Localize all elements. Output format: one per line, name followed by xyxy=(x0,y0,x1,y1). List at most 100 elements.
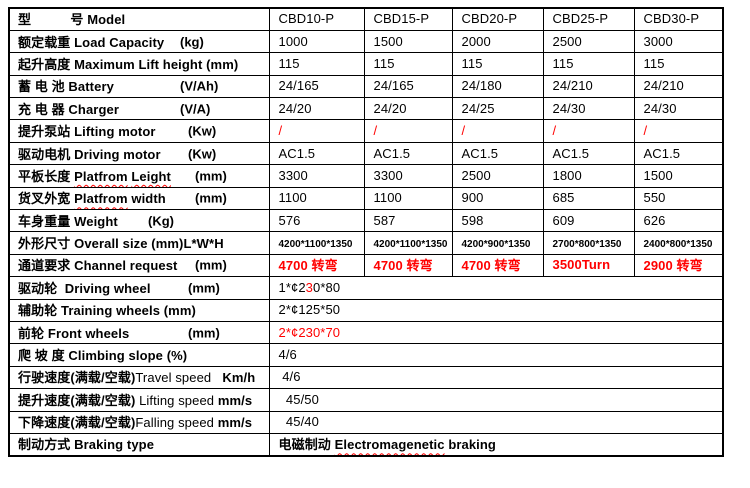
spec-value: 115 xyxy=(451,52,544,76)
row-label-driving-wheel: 驱动轮 Driving wheel (mm) xyxy=(8,276,270,300)
spec-row-lift-height: 起升高度 Maximum Lift height (mm) 115 115 115 11… xyxy=(8,52,724,76)
spec-row-lifting-speed: 提升速度(满载/空载) Lifting speed mm/s 45/50 xyxy=(8,388,724,412)
row-unit: (Kw) xyxy=(188,123,217,139)
text-part: 1500 xyxy=(373,33,403,49)
text-part: 车身重量 Weight xyxy=(18,213,118,229)
row-label-lifting-speed: 提升速度(满载/空载) Lifting speed mm/s xyxy=(8,388,270,412)
text-part: 576 xyxy=(278,212,301,228)
spec-value: 24/20 xyxy=(268,97,365,121)
spec-row-climbing-slope: 爬 坡 度 Climbing slope (%) 4/6 xyxy=(8,343,724,367)
spec-value: / xyxy=(363,119,453,143)
text-part: CBD25-P xyxy=(552,11,609,27)
row-label-front-wheels: 前轮 Front wheels (mm) xyxy=(8,320,270,345)
text-part: 2500 xyxy=(461,167,491,183)
spec-value: 1800 xyxy=(542,164,635,188)
row-unit: (Kw) xyxy=(188,146,217,162)
row-unit: (mm) xyxy=(188,325,220,341)
spec-value: CBD20-P xyxy=(451,7,544,31)
spec-value: 24/30 xyxy=(633,97,724,121)
text-part: Platfrom xyxy=(74,168,128,184)
spec-value: 2400*800*1350 xyxy=(633,231,724,255)
spec-value: 4200*1100*1350 xyxy=(363,231,453,255)
spec-value: AC1.5 xyxy=(451,141,544,166)
text-part: 1000 xyxy=(278,33,308,49)
text-part: CBD15-P xyxy=(373,11,430,27)
text-part: 4700 转弯 xyxy=(278,258,338,274)
spec-value: 45/40 xyxy=(268,410,724,434)
spec-table: 型 号 Model CBD10-P CBD15-P CBD20-P CBD25-P CBD… xyxy=(8,7,724,457)
text-part: 115 xyxy=(373,55,395,71)
spec-row-channel-request: 通道要求 Channel request (mm) 4700 转弯 4700 转弯 47… xyxy=(8,253,724,278)
spec-value: / xyxy=(268,119,365,143)
text-part: 24/210 xyxy=(643,78,684,94)
text-part: AC1.5 xyxy=(373,145,411,161)
text-part: 4200*1100*1350 xyxy=(373,239,448,251)
spec-value: 685 xyxy=(542,186,635,211)
text-part: braking xyxy=(444,437,496,453)
spec-value: 587 xyxy=(363,209,453,233)
spec-value: 550 xyxy=(633,186,724,211)
spec-value: 2500 xyxy=(451,164,544,188)
spec-row-driving-motor: 驱动电机 Driving motor (Kw) AC1.5 AC1.5 AC1.5 AC1… xyxy=(8,141,724,166)
spec-value: 115 xyxy=(363,52,453,76)
text-part: 2900 转弯 xyxy=(643,258,703,274)
row-label-model: 型 号 Model xyxy=(8,7,270,31)
spec-value: 24/20 xyxy=(363,97,453,121)
spec-value: 115 xyxy=(268,52,365,76)
row-label-platform-length: 平板长度 Platfrom Leight (mm) xyxy=(8,164,270,188)
text-part: 前轮 Front wheels xyxy=(18,325,130,341)
spec-row-overall-size: 外形尺寸 Overall size (mm)L*W*H 4200*1100*135… xyxy=(8,231,724,255)
spec-value: 626 xyxy=(633,209,724,233)
spec-value: 115 xyxy=(542,52,635,76)
text-part: Electromagenetic xyxy=(334,437,445,453)
text-part: 提升速度(满载/空载) xyxy=(18,392,140,408)
spec-value: 115 xyxy=(633,52,724,76)
spec-value: 1*¢230*80 xyxy=(268,276,724,300)
text-part: AC1.5 xyxy=(643,145,681,161)
text-part: 685 xyxy=(552,190,575,206)
spec-row-front-wheels: 前轮 Front wheels (mm) 2*¢230*70 xyxy=(8,320,724,345)
text-part: 辅助轮 Training wheels (mm) xyxy=(18,303,196,319)
spec-value: / xyxy=(451,119,544,143)
spec-value: AC1.5 xyxy=(268,141,365,166)
text-part: 1100 xyxy=(373,190,402,206)
text-part: 驱动轮 Driving wheel xyxy=(18,280,151,296)
spec-value: 900 xyxy=(451,186,544,211)
spec-value: CBD15-P xyxy=(363,7,453,31)
spec-row-falling-speed: 下降速度(满载/空载)Falling speed mm/s 45/40 xyxy=(8,410,724,434)
spec-value: 1100 xyxy=(268,186,365,211)
spec-row-charger: 充 电 器 Charger (V/A) 24/20 24/20 24/25 24/30 24… xyxy=(8,97,724,121)
text-part: 24/30 xyxy=(552,100,586,116)
spec-value: 24/165 xyxy=(268,74,365,99)
spec-row-weight: 车身重量 Weight (Kg) 576 587 598 609 626 xyxy=(8,209,724,233)
spec-row-platform-length: 平板长度 Platfrom Leight (mm) 3300 3300 2500 1800… xyxy=(8,164,724,188)
spec-value: 24/210 xyxy=(633,74,724,99)
spec-row-training-wheels: 辅助轮 Training wheels (mm) 2*¢125*50 xyxy=(8,298,724,322)
spec-value: 1500 xyxy=(633,164,724,188)
text-part: CBD10-P xyxy=(278,11,335,27)
spec-value: 598 xyxy=(451,209,544,233)
row-unit: (V/Ah) xyxy=(180,78,219,94)
text-part: 1800 xyxy=(552,167,582,183)
spec-value: 1000 xyxy=(268,29,365,54)
spec-value: 4/6 xyxy=(268,365,724,390)
spec-value: AC1.5 xyxy=(363,141,453,166)
text-part: 3300 xyxy=(373,167,403,183)
spec-value: 609 xyxy=(542,209,635,233)
text-part: 行驶速度(满载/空载) xyxy=(18,370,136,386)
row-label-platform-width: 货叉外宽 Platfrom width (mm) xyxy=(8,186,270,211)
text-part: / xyxy=(643,123,648,139)
row-label-climbing-slope: 爬 坡 度 Climbing slope (%) xyxy=(8,343,270,367)
text-part: 货叉外宽 xyxy=(18,191,75,207)
spec-value: 576 xyxy=(268,209,365,233)
spec-row-platform-width: 货叉外宽 Platfrom width (mm) 1100 1100 900 685 550 xyxy=(8,186,724,211)
spec-value: 2*¢125*50 xyxy=(268,298,724,322)
spec-value: 45/50 xyxy=(268,388,724,412)
spec-value: / xyxy=(633,119,724,143)
spec-value: 24/165 xyxy=(363,74,453,99)
text-part: 外形尺寸 Overall size (mm)L*W*H xyxy=(18,236,224,252)
text-part: 587 xyxy=(373,212,396,228)
row-label-overall-size: 外形尺寸 Overall size (mm)L*W*H xyxy=(8,231,270,255)
spec-value: 24/180 xyxy=(451,74,544,99)
text-part: 24/25 xyxy=(461,100,495,116)
